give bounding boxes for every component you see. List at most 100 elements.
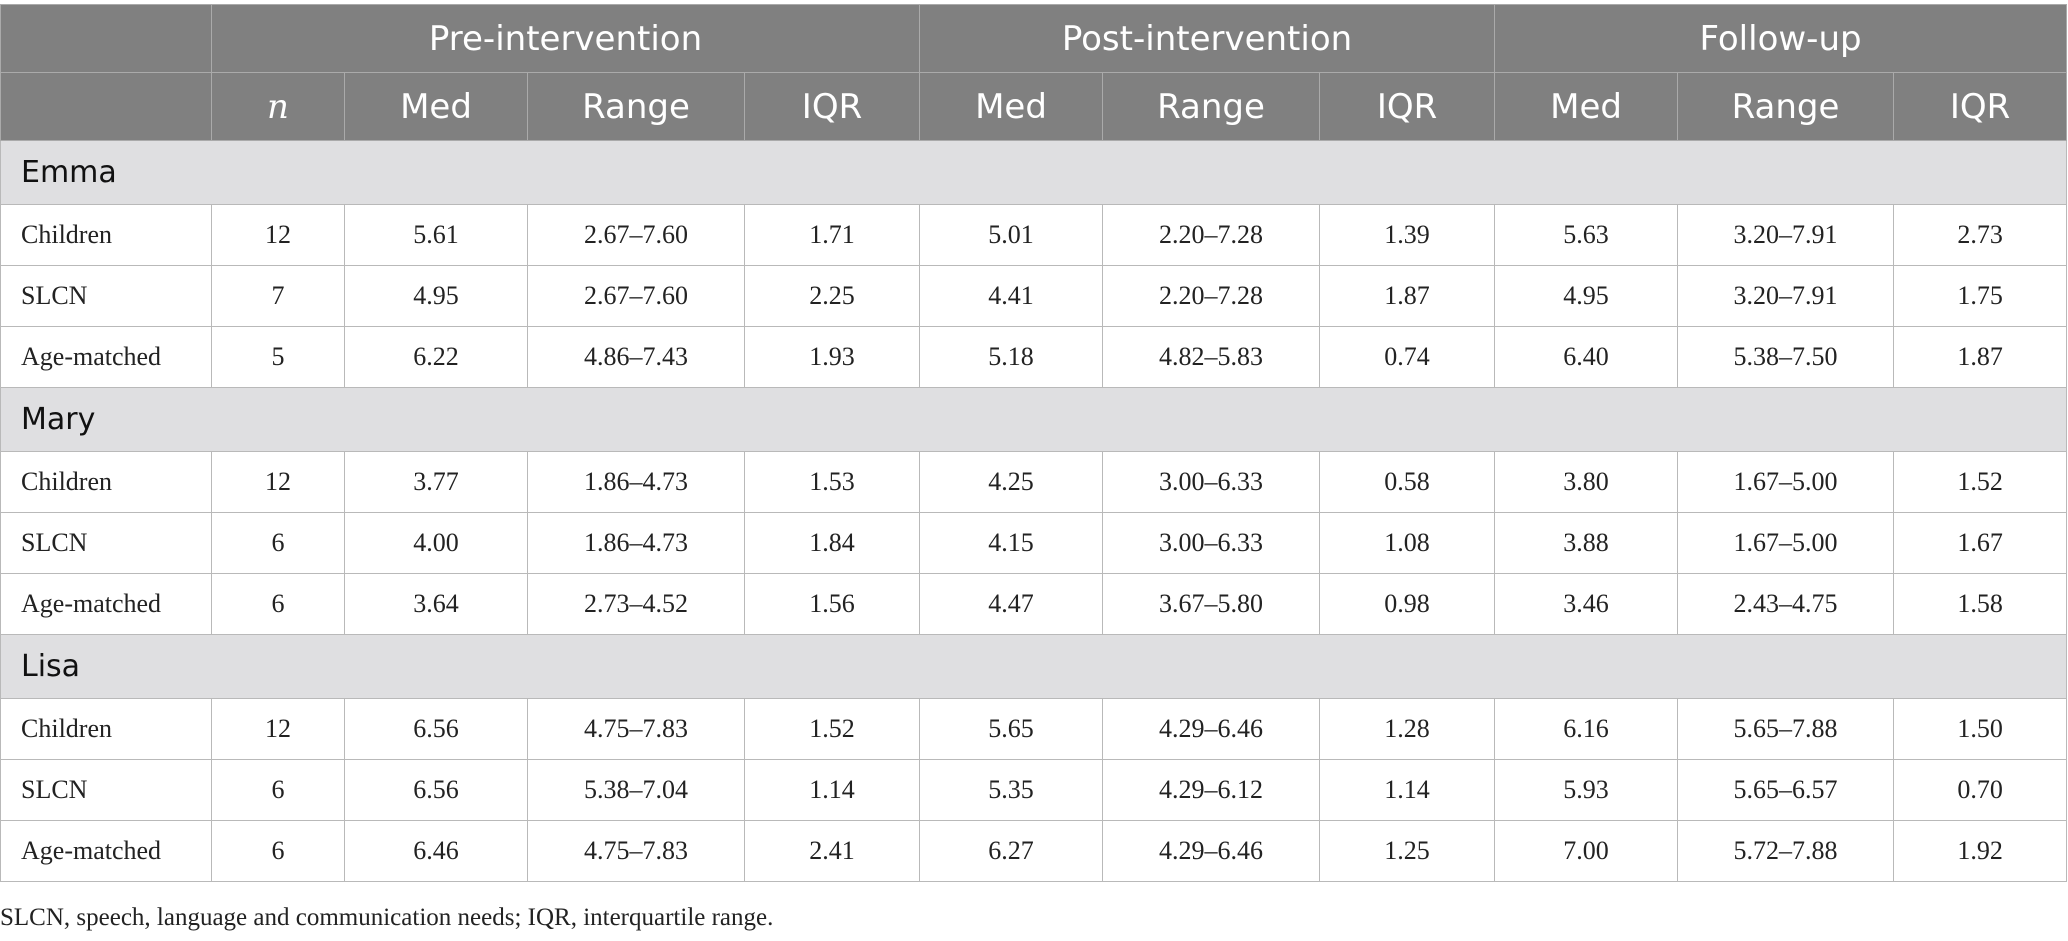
row-label: Children — [0, 451, 212, 513]
cell-pre-med: 6.56 — [344, 698, 528, 760]
cell-pre-iqr: 2.41 — [743, 820, 921, 882]
header-post-iqr: IQR — [1319, 72, 1496, 141]
section-row: Emma — [0, 140, 2068, 205]
cell-pre-iqr: 1.14 — [743, 759, 921, 821]
cell-post-iqr: 1.28 — [1319, 698, 1496, 760]
table-container: Pre-intervention Post-intervention Follo… — [0, 4, 2068, 882]
cell-fu-iqr: 0.70 — [1893, 759, 2068, 821]
cell-post-med: 5.18 — [919, 326, 1104, 388]
row-label: Age-matched — [0, 326, 212, 388]
table-row: SLCN 6 4.00 1.86–4.73 1.84 4.15 3.00–6.33 1.08 3… — [0, 512, 2068, 574]
cell-fu-med: 3.80 — [1494, 451, 1679, 513]
cell-post-iqr: 0.58 — [1319, 451, 1496, 513]
section-title: Mary — [0, 387, 2068, 452]
cell-fu-range: 5.65–7.88 — [1677, 698, 1895, 760]
cell-fu-range: 5.65–6.57 — [1677, 759, 1895, 821]
cell-post-range: 2.20–7.28 — [1102, 204, 1321, 266]
cell-pre-med: 5.61 — [344, 204, 528, 266]
cell-fu-med: 3.46 — [1494, 573, 1679, 635]
cell-n: 6 — [211, 820, 345, 882]
cell-fu-range: 5.38–7.50 — [1677, 326, 1895, 388]
header-corner — [0, 4, 212, 73]
cell-post-med: 4.41 — [919, 265, 1104, 327]
cell-post-iqr: 1.25 — [1319, 820, 1496, 882]
cell-pre-med: 3.64 — [344, 573, 528, 635]
header-fu-range: Range — [1677, 72, 1895, 141]
cell-post-med: 4.47 — [919, 573, 1104, 635]
cell-post-range: 4.29–6.46 — [1102, 820, 1321, 882]
cell-fu-iqr: 1.58 — [1893, 573, 2068, 635]
cell-fu-range: 3.20–7.91 — [1677, 265, 1895, 327]
table-row: Children 12 3.77 1.86–4.73 1.53 4.25 3.00–6.33… — [0, 451, 2068, 513]
cell-fu-med: 5.63 — [1494, 204, 1679, 266]
cell-fu-med: 6.40 — [1494, 326, 1679, 388]
cell-pre-iqr: 1.52 — [743, 698, 921, 760]
row-label: Children — [0, 698, 212, 760]
cell-post-med: 5.35 — [919, 759, 1104, 821]
cell-n: 12 — [211, 451, 345, 513]
cell-pre-range: 4.75–7.83 — [527, 820, 745, 882]
cell-post-med: 5.01 — [919, 204, 1104, 266]
header-pre-med: Med — [344, 72, 528, 141]
results-table: Pre-intervention Post-intervention Follo… — [0, 4, 2068, 882]
cell-pre-range: 2.67–7.60 — [527, 204, 745, 266]
cell-n: 6 — [211, 512, 345, 574]
cell-n: 6 — [211, 573, 345, 635]
cell-post-range: 3.00–6.33 — [1102, 451, 1321, 513]
cell-fu-iqr: 1.87 — [1893, 326, 2068, 388]
header-follow-up: Follow-up — [1494, 4, 2068, 73]
cell-post-med: 5.65 — [919, 698, 1104, 760]
cell-post-iqr: 0.98 — [1319, 573, 1496, 635]
cell-pre-range: 2.73–4.52 — [527, 573, 745, 635]
cell-post-range: 4.82–5.83 — [1102, 326, 1321, 388]
cell-pre-iqr: 1.93 — [743, 326, 921, 388]
cell-fu-med: 6.16 — [1494, 698, 1679, 760]
cell-post-med: 4.25 — [919, 451, 1104, 513]
cell-pre-med: 6.56 — [344, 759, 528, 821]
cell-pre-med: 6.22 — [344, 326, 528, 388]
cell-fu-med: 7.00 — [1494, 820, 1679, 882]
cell-n: 12 — [211, 698, 345, 760]
cell-post-iqr: 1.08 — [1319, 512, 1496, 574]
cell-post-iqr: 0.74 — [1319, 326, 1496, 388]
cell-n: 12 — [211, 204, 345, 266]
cell-fu-range: 5.72–7.88 — [1677, 820, 1895, 882]
cell-post-range: 3.67–5.80 — [1102, 573, 1321, 635]
cell-pre-iqr: 1.84 — [743, 512, 921, 574]
cell-pre-med: 6.46 — [344, 820, 528, 882]
table-row: Children 12 5.61 2.67–7.60 1.71 5.01 2.20–7.28… — [0, 204, 2068, 266]
cell-pre-med: 3.77 — [344, 451, 528, 513]
cell-fu-med: 3.88 — [1494, 512, 1679, 574]
table-row: SLCN 7 4.95 2.67–7.60 2.25 4.41 2.20–7.28 1.87 4… — [0, 265, 2068, 327]
header-row-groups: Pre-intervention Post-intervention Follo… — [0, 4, 2068, 73]
cell-post-range: 4.29–6.46 — [1102, 698, 1321, 760]
cell-post-med: 4.15 — [919, 512, 1104, 574]
table-row: Age-matched 6 6.46 4.75–7.83 2.41 6.27 4.29–6.… — [0, 820, 2068, 882]
cell-post-med: 6.27 — [919, 820, 1104, 882]
cell-post-iqr: 1.87 — [1319, 265, 1496, 327]
cell-fu-iqr: 1.75 — [1893, 265, 2068, 327]
header-pre-intervention: Pre-intervention — [210, 4, 921, 73]
table-row: Age-matched 5 6.22 4.86–7.43 1.93 5.18 4.82–5.… — [0, 326, 2068, 388]
cell-fu-range: 2.43–4.75 — [1677, 573, 1895, 635]
header-pre-iqr: IQR — [743, 72, 921, 141]
header-n: n — [211, 72, 345, 141]
cell-fu-iqr: 1.52 — [1893, 451, 2068, 513]
cell-post-range: 2.20–7.28 — [1102, 265, 1321, 327]
table-header: Pre-intervention Post-intervention Follo… — [0, 4, 2068, 141]
table-row: Age-matched 6 3.64 2.73–4.52 1.56 4.47 3.67–5.… — [0, 573, 2068, 635]
row-label: Age-matched — [0, 573, 212, 635]
cell-pre-iqr: 2.25 — [743, 265, 921, 327]
cell-n: 6 — [211, 759, 345, 821]
cell-post-range: 4.29–6.12 — [1102, 759, 1321, 821]
cell-fu-med: 5.93 — [1494, 759, 1679, 821]
cell-fu-range: 1.67–5.00 — [1677, 451, 1895, 513]
row-label: Age-matched — [0, 820, 212, 882]
header-post-range: Range — [1102, 72, 1321, 141]
section-row: Lisa — [0, 634, 2068, 699]
cell-pre-range: 5.38–7.04 — [527, 759, 745, 821]
row-label: SLCN — [0, 512, 212, 574]
row-label: SLCN — [0, 759, 212, 821]
row-label: SLCN — [0, 265, 212, 327]
cell-pre-range: 4.75–7.83 — [527, 698, 745, 760]
